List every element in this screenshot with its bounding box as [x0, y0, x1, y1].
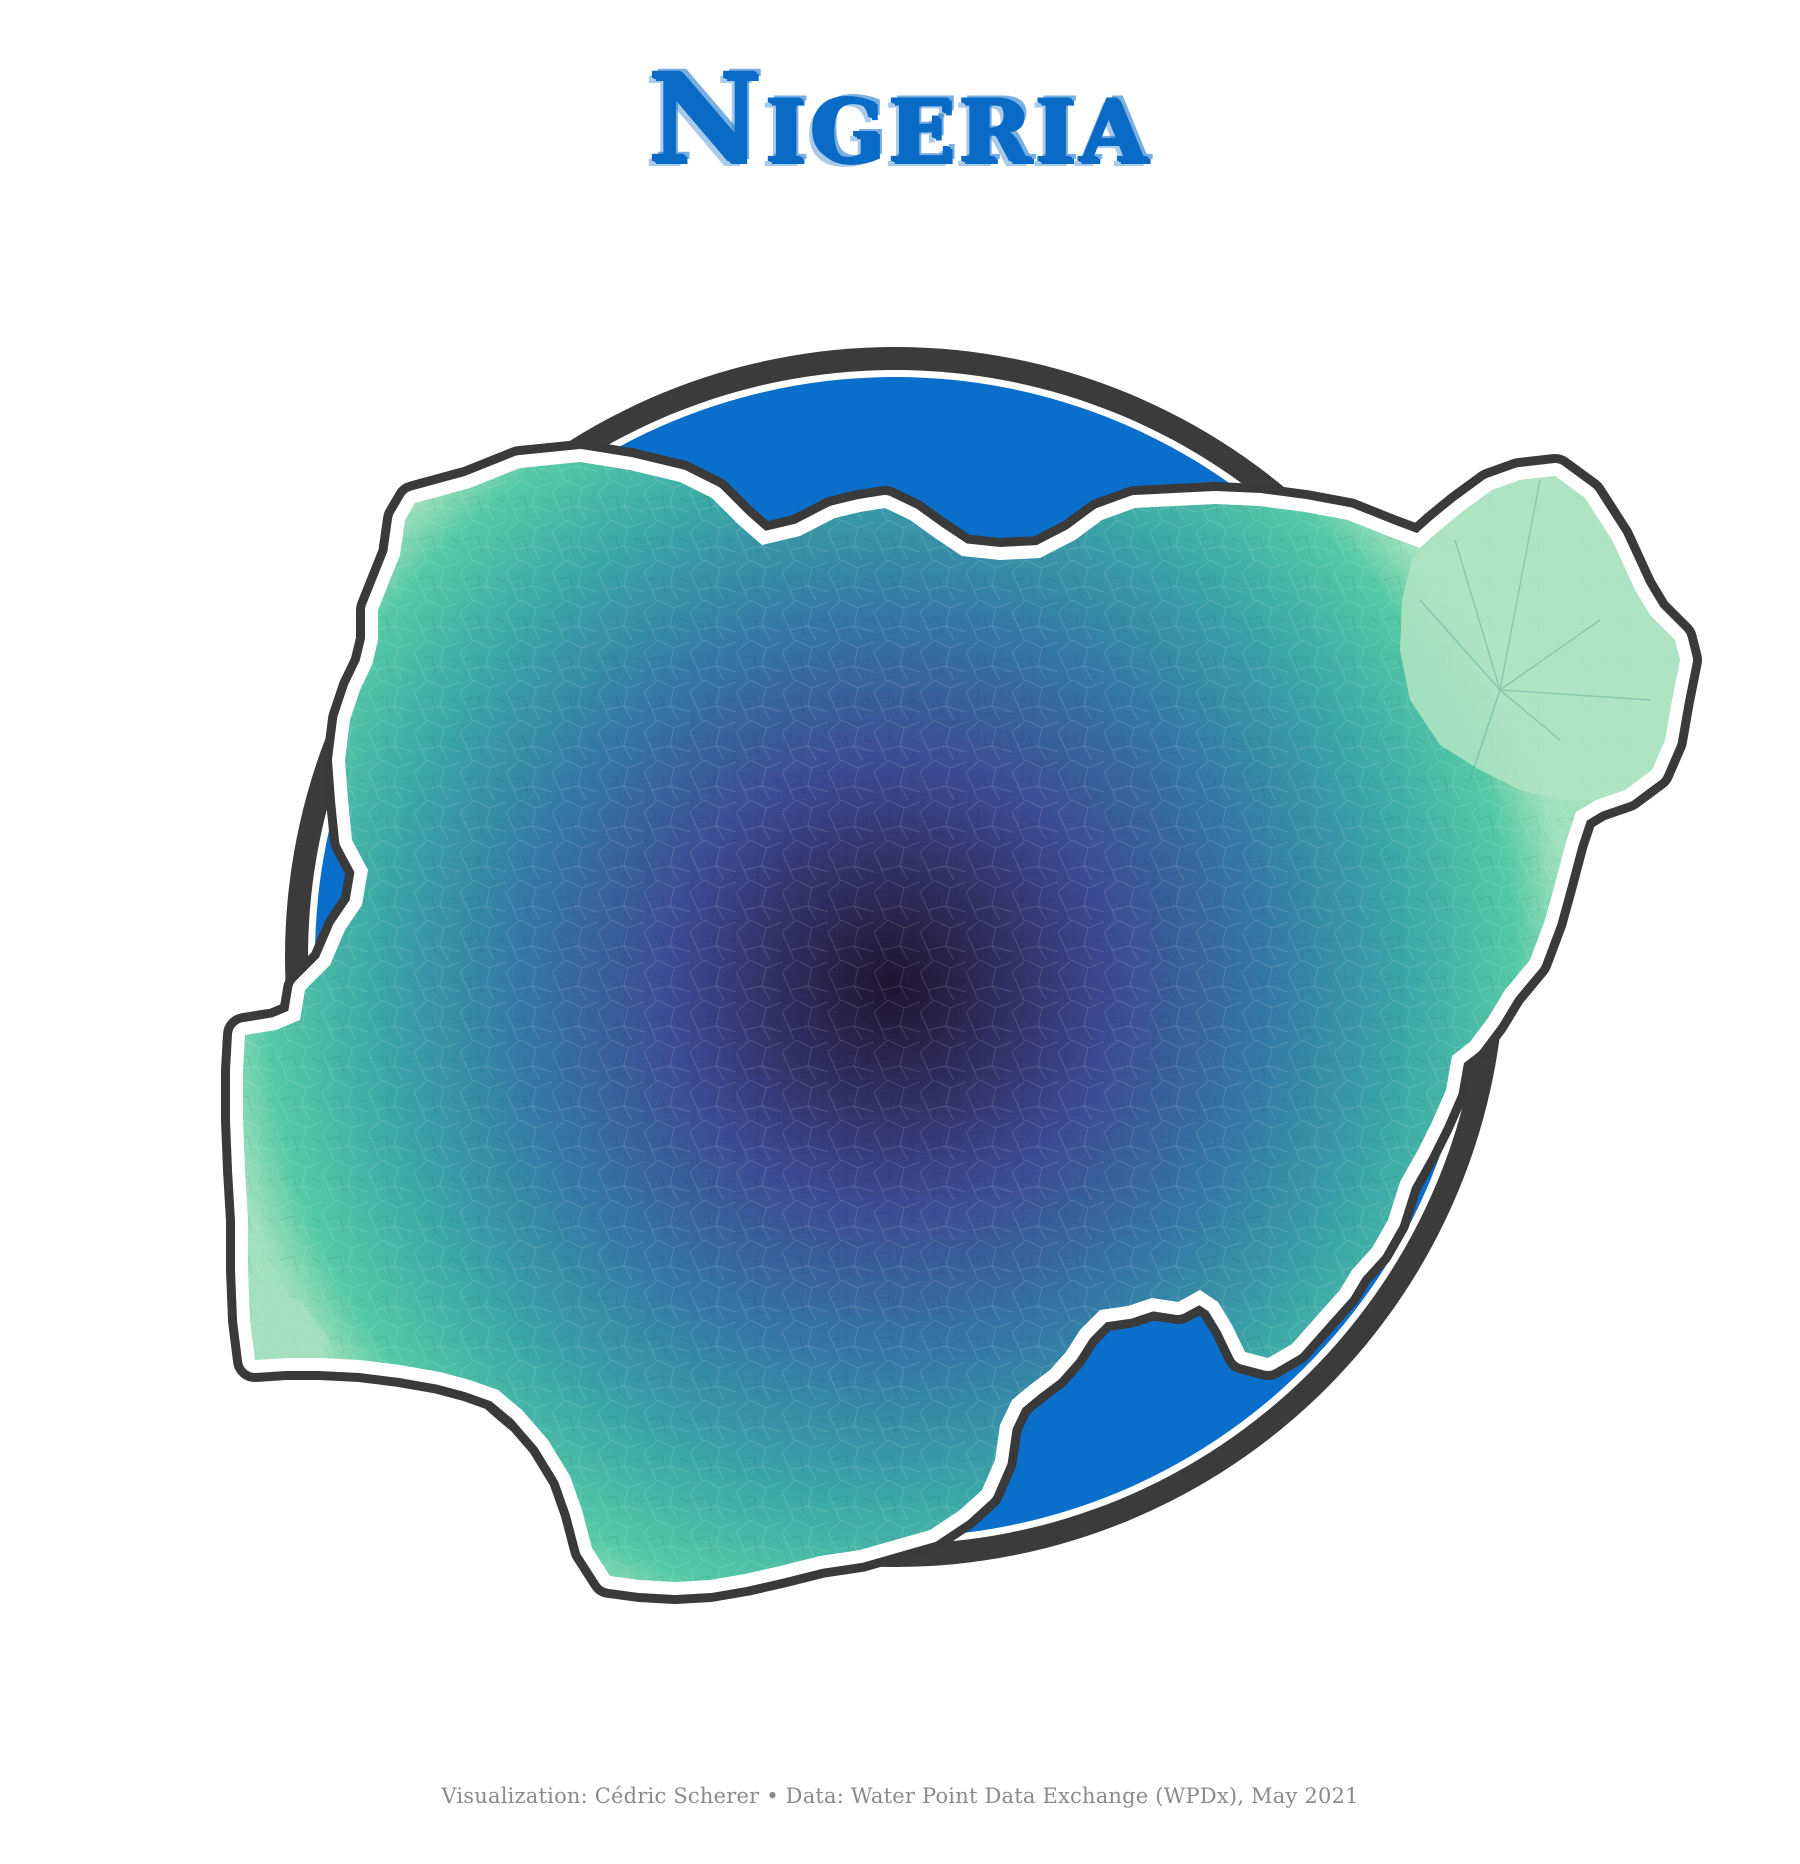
northeast-cell-lines [1419, 479, 1651, 781]
northeast-sparse-region [1400, 476, 1680, 800]
southwest-coast-region [250, 1280, 330, 1360]
caption-credit: Visualization: Cédric Scherer • Data: Wa… [441, 1784, 1359, 1808]
map-title: Nigeria [648, 47, 1152, 192]
